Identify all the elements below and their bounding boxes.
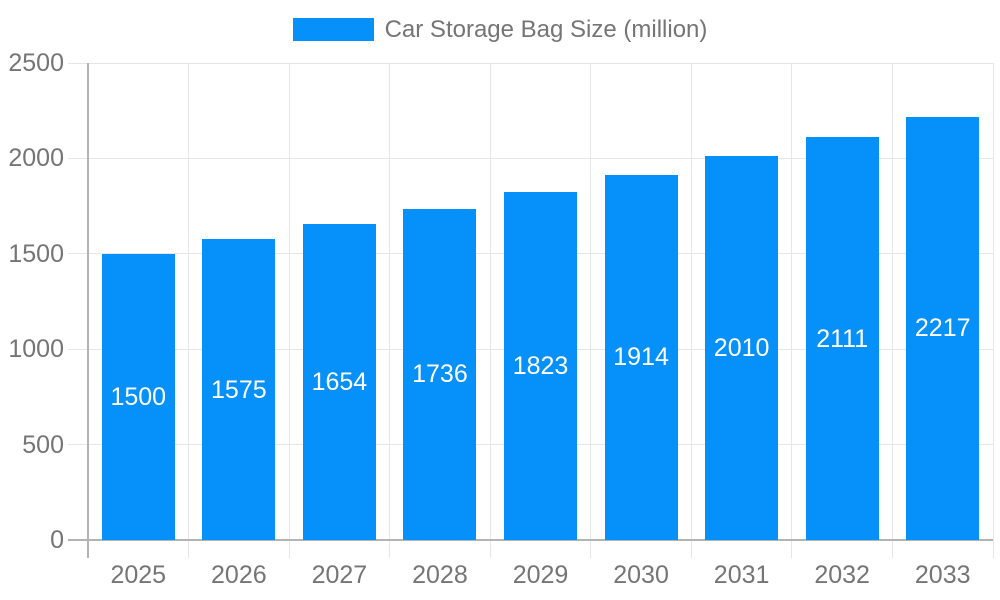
legend-swatch: [292, 18, 374, 41]
bar-2032[interactable]: [805, 137, 879, 540]
y-axis-line: [87, 63, 89, 558]
vertical-gridline: [791, 63, 793, 558]
bar-2025[interactable]: [101, 253, 175, 540]
horizontal-gridline: [68, 157, 993, 159]
legend-label: Car Storage Bag Size (million): [384, 16, 708, 43]
x-tick-label: 2025: [110, 561, 167, 589]
legend[interactable]: Car Storage Bag Size (million): [0, 16, 1000, 43]
bar-value-label: 1654: [311, 368, 368, 397]
bar-2027[interactable]: [302, 224, 376, 540]
vertical-gridline: [288, 63, 290, 558]
bar-2031[interactable]: [705, 156, 779, 540]
bar-2033[interactable]: [906, 116, 980, 540]
bar-value-label: 2010: [713, 334, 770, 363]
y-tick-label: 500: [22, 430, 64, 459]
bar-2028[interactable]: [403, 208, 477, 540]
bar-2026[interactable]: [202, 239, 276, 540]
x-tick-label: 2026: [211, 561, 267, 589]
bar-value-label: 1736: [412, 360, 468, 389]
y-tick-label: 2500: [8, 49, 64, 77]
vertical-gridline: [489, 63, 491, 558]
x-tick-label: 2027: [311, 561, 368, 589]
y-tick-label: 0: [50, 526, 64, 554]
x-tick-label: 2031: [713, 561, 770, 589]
bar-value-label: 2111: [816, 324, 869, 353]
vertical-gridline: [188, 63, 190, 558]
bar-2029[interactable]: [504, 192, 577, 540]
bar-value-label: 1823: [512, 352, 569, 381]
x-tick-label: 2033: [914, 561, 971, 589]
vertical-gridline: [992, 63, 994, 558]
vertical-gridline: [690, 63, 692, 558]
x-tick-label: 2029: [512, 561, 569, 589]
x-tick-label: 2030: [613, 561, 669, 589]
bar-value-label: 1914: [613, 343, 669, 372]
bar-value-label: 1500: [110, 382, 167, 411]
vertical-gridline: [590, 63, 592, 558]
y-tick-label: 1000: [8, 335, 64, 364]
bar-2030[interactable]: [604, 174, 678, 540]
x-axis-line: [68, 539, 993, 541]
x-tick-label: 2032: [814, 561, 870, 589]
y-tick-label: 2000: [8, 144, 64, 173]
bar-value-label: 2217: [914, 314, 971, 343]
vertical-gridline: [389, 63, 391, 558]
y-tick-label: 1500: [8, 239, 64, 268]
bar-value-label: 1575: [211, 375, 267, 404]
x-tick-label: 2028: [412, 561, 468, 589]
vertical-gridline: [891, 63, 893, 558]
horizontal-gridline: [68, 62, 993, 64]
